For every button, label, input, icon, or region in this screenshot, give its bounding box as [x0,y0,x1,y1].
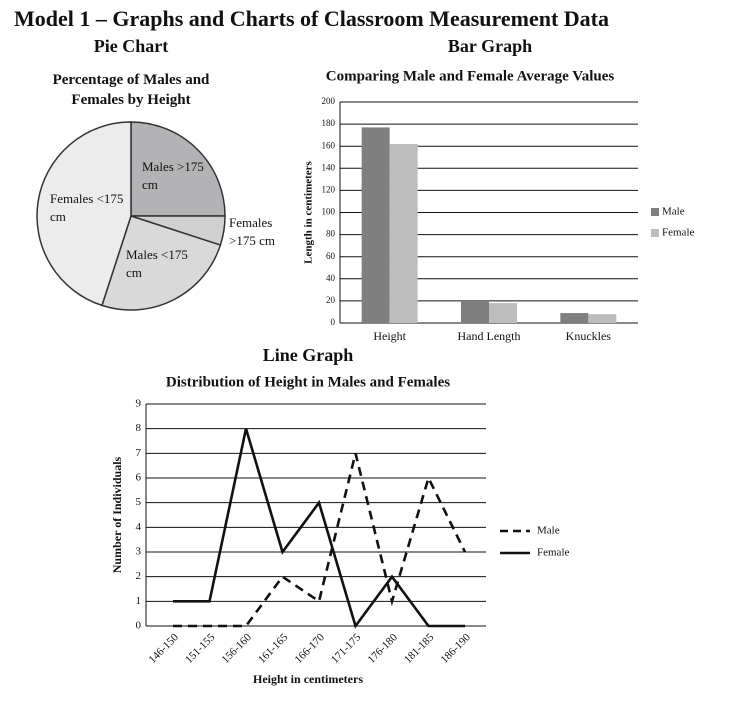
y-tick-label: 120 [322,184,336,194]
y-tick-label: 3 [136,546,142,558]
bar [588,314,617,323]
line-series [173,453,467,628]
y-tick-label: 60 [326,251,336,261]
legend-label: Female [537,547,569,559]
x-tick-label: Knuckles [566,329,612,343]
slice-label: Females <175 cm [50,191,124,224]
y-tick-label: 80 [326,229,336,239]
x-tick-label: 166-170 [292,631,327,666]
pie-slice [36,121,132,307]
y-tick-label: 140 [322,162,336,172]
y-tick-label: 200 [322,96,336,106]
y-tick-label: 2 [136,570,142,582]
x-tick-label: 181-185 [402,631,437,666]
pie-slice [130,121,226,217]
bar [389,143,418,323]
y-tick-label: 40 [326,273,336,283]
x-tick-label: 176-180 [365,631,400,666]
slice-label: Males <175 cm [126,247,188,280]
bar [361,127,390,323]
y-tick-label: 1 [136,595,142,607]
chart-heading: Line Graph [263,345,354,365]
bar [560,313,589,323]
page-title: Model 1 – Graphs and Charts of Classroom… [14,6,609,31]
chart-title: Comparing Male and Female Average Values [326,68,615,84]
y-tick-label: 0 [331,317,336,327]
y-tick-label: 7 [136,447,142,459]
legend-swatch [651,229,659,237]
y-tick-label: 160 [322,140,336,150]
y-tick-label: 6 [136,472,142,484]
y-tick-label: 5 [136,496,142,508]
bar [489,303,517,323]
x-tick-label: 156-160 [219,631,254,666]
y-tick-label: 180 [322,118,336,128]
line-series [173,428,465,629]
legend-label: Female [662,227,694,239]
y-tick-label: 20 [326,295,336,305]
y-tick-label: 0 [136,620,142,632]
y-axis-label: Length in centimeters [303,160,315,263]
x-tick-label: 151-155 [183,631,218,666]
legend-swatch [651,208,659,216]
legend-label: Male [537,525,560,537]
slice-label: Males >175 cm [142,159,204,192]
x-tick-label: 186-190 [438,631,473,666]
y-tick-label: 100 [322,207,336,217]
x-tick-label: 146-150 [146,631,181,666]
slice-label: Females >175 cm [229,215,275,248]
legend-label: Male [662,206,685,218]
chart-heading: Bar Graph [448,36,532,56]
x-tick-label: Hand Length [458,329,521,343]
x-tick-label: 171-175 [329,631,364,666]
bar [461,300,489,323]
y-tick-label: 9 [136,398,142,410]
x-tick-label: Height [373,329,406,343]
x-tick-label: 161-165 [256,631,291,666]
y-tick-label: 4 [136,521,142,533]
chart-heading: Pie Chart [94,36,168,56]
y-axis-label: Number of Individuals [110,456,124,573]
pie-slice [101,215,222,311]
y-tick-label: 8 [136,422,142,434]
chart-title: Distribution of Height in Males and Fema… [166,374,450,390]
x-axis-label: Height in centimeters [253,672,363,686]
chart-title: Percentage of Males and Females by Heigh… [52,72,210,108]
